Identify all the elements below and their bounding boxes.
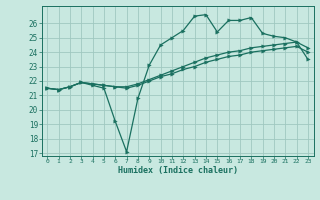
X-axis label: Humidex (Indice chaleur): Humidex (Indice chaleur) bbox=[118, 166, 237, 175]
